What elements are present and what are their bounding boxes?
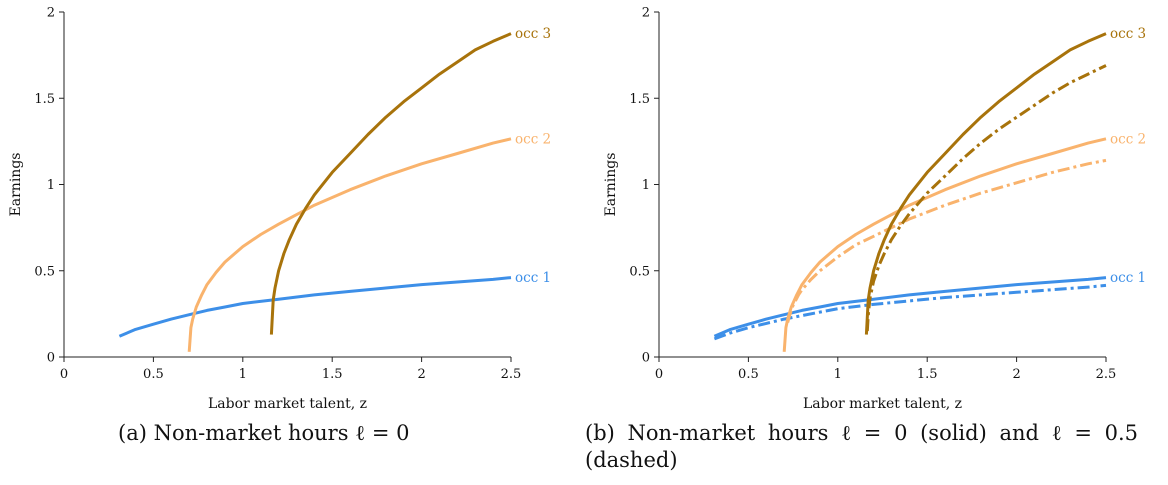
y-axis-title: Earnings xyxy=(8,153,24,217)
series-line-occ1-solid xyxy=(713,276,1107,338)
x-tick-label: 2.5 xyxy=(1096,367,1117,382)
series-line-occ2-solid xyxy=(782,137,1107,352)
y-tick-label: 1.5 xyxy=(34,92,55,107)
chart-panel-a: 0 0.5 1 1.5 2 2.5 0 0.5 1 1.5 2 Labor market talent… xyxy=(8,6,551,413)
x-tick-label: 1 xyxy=(239,367,247,382)
series-line-occ3-solid xyxy=(269,32,512,335)
chart-panel-b: 0 0.5 1 1.5 2 2.5 0 0.5 1 1.5 2 Labor market talent… xyxy=(603,6,1146,413)
series-line-occ3-dashed xyxy=(865,64,1107,332)
caption-b: (b) Non-market hours ℓ = 0 (solid) and ℓ… xyxy=(585,420,1165,474)
series-line-occ1-solid xyxy=(118,276,512,338)
series-label-occ3: occ 3 xyxy=(515,26,551,42)
figure: 0 0.5 1 1.5 2 2.5 0 0.5 1 1.5 2 Labor market talent… xyxy=(8,6,1146,413)
x-tick-label: 0 xyxy=(655,367,663,382)
y-axis-title: Earnings xyxy=(603,153,619,217)
caption-b-line1: (b) Non-market hours ℓ = 0 (solid) and ℓ… xyxy=(585,421,1139,445)
x-tick-label: 2.5 xyxy=(501,367,522,382)
y-tick-label: 2 xyxy=(47,6,55,21)
x-axis-title: Labor market talent, z xyxy=(803,396,962,412)
y-tick-label: 1.5 xyxy=(629,92,650,107)
x-tick-label: 0 xyxy=(60,367,68,382)
x-tick-label: 2 xyxy=(417,367,425,382)
series-line-occ1-dashed xyxy=(713,283,1107,341)
series-label-occ2: occ 2 xyxy=(515,131,551,147)
x-tick-label: 2 xyxy=(1012,367,1020,382)
y-tick-label: 0 xyxy=(642,351,650,366)
series-line-occ2-dashed xyxy=(786,158,1107,323)
y-tick-label: 2 xyxy=(642,6,650,21)
x-tick-label: 0.5 xyxy=(738,367,759,382)
x-tick-label: 1 xyxy=(834,367,842,382)
series-line-occ2-solid xyxy=(187,137,512,352)
y-tick-label: 1 xyxy=(642,178,650,193)
y-tick-label: 0.5 xyxy=(629,264,650,279)
series-line-occ3-solid xyxy=(864,32,1107,335)
series-label-occ1: occ 1 xyxy=(515,270,551,286)
caption-b-line2: (dashed) xyxy=(585,448,678,472)
x-axis-title: Labor market talent, z xyxy=(208,396,367,412)
y-tick-label: 0.5 xyxy=(34,264,55,279)
x-tick-label: 1.5 xyxy=(917,367,938,382)
y-tick-label: 1 xyxy=(47,178,55,193)
series-label-occ1: occ 1 xyxy=(1110,270,1146,286)
series-label-occ3: occ 3 xyxy=(1110,26,1146,42)
x-tick-label: 1.5 xyxy=(322,367,343,382)
x-tick-label: 0.5 xyxy=(143,367,164,382)
caption-a: (a) Non-market hours ℓ = 0 xyxy=(118,421,410,445)
series-label-occ2: occ 2 xyxy=(1110,131,1146,147)
y-tick-label: 0 xyxy=(47,351,55,366)
